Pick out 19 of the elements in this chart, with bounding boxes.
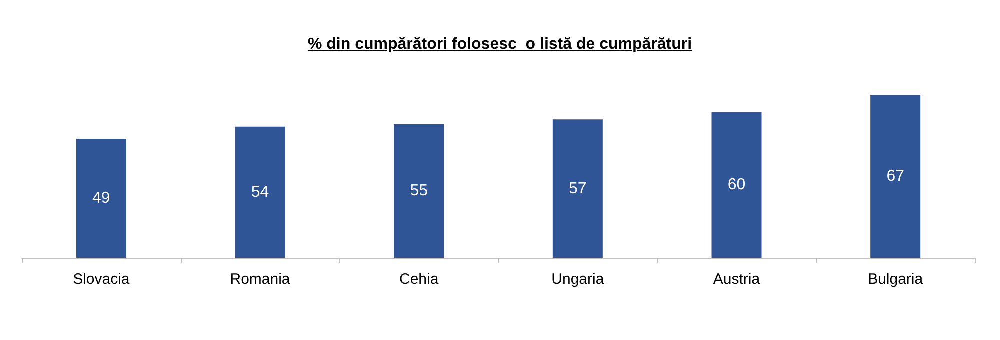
x-tick-label: Ungaria [552,271,605,288]
x-tick-label: Slovacia [73,271,130,288]
bar [870,95,921,258]
data-label: 49 [92,190,110,207]
chart-title: % din cumpărători folosesc o listă de cumpărături [306,36,694,54]
bar [712,112,762,258]
x-tick-label: Austria [713,271,761,288]
data-label: 54 [251,184,270,201]
bar [552,120,603,258]
data-label: 57 [569,180,587,198]
x-tick-label: Cehia [399,271,440,288]
bar [235,126,286,258]
data-label: 60 [728,176,746,194]
x-tick-label: Romania [230,271,291,288]
data-label: 55 [410,182,428,200]
x-tick-label: Bulgaria [868,271,924,288]
bar [394,124,444,258]
bar [76,139,126,258]
data-label: 67 [886,168,905,186]
